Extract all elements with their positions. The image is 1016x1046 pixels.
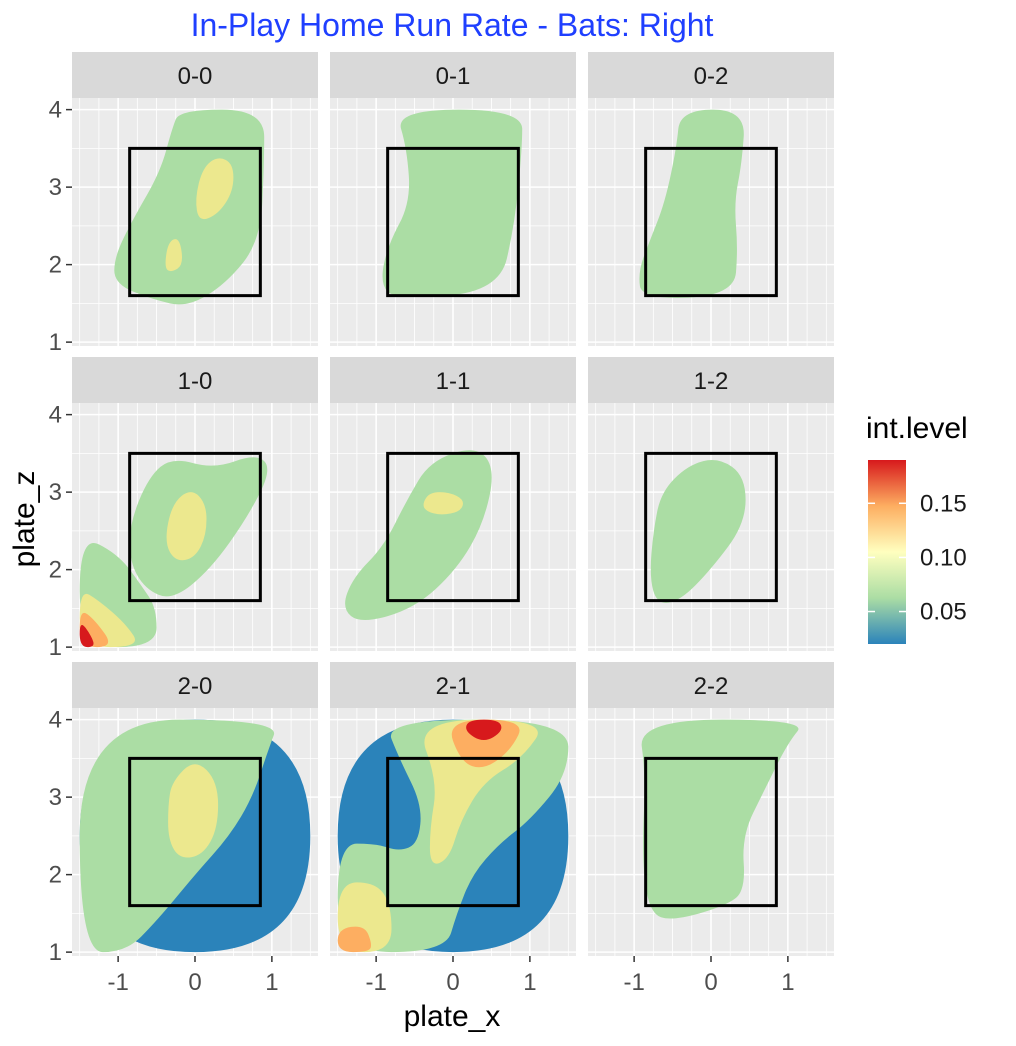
facet-panel-0-1: 0-1: [330, 52, 576, 346]
facet-strip: [330, 52, 576, 98]
y-tick-label: 3: [49, 784, 62, 811]
facet-strip: [330, 662, 576, 708]
strike-zone: [128, 451, 262, 603]
x-tick-label: 1: [265, 969, 278, 996]
y-tick-label: 2: [49, 557, 62, 584]
contour-regions: [641, 719, 799, 919]
y-tick-label: 3: [49, 479, 62, 506]
x-axis-title: plate_x: [404, 1000, 501, 1033]
facet-strip: [72, 52, 318, 98]
contour-regions: [337, 719, 569, 953]
facet-strip: [330, 357, 576, 403]
facet-panel-2-1: 2-1 -1 0 1: [330, 662, 576, 996]
y-tick-label: 1: [49, 634, 62, 661]
contour-region-l10: [423, 492, 463, 515]
contour-region-l10: [166, 492, 207, 561]
contour-region-high: [466, 719, 502, 740]
contour-regions: [639, 109, 744, 298]
contour-regions: [382, 109, 523, 297]
facet-strip-label: 2-1: [436, 673, 471, 700]
x-tick-label: 1: [523, 969, 536, 996]
facet-strip: [588, 662, 834, 708]
contour-region-l05: [650, 460, 746, 603]
contour-regions: [79, 719, 311, 953]
x-tick-label: -1: [107, 969, 128, 996]
facet-strip-label: 0-1: [436, 63, 471, 90]
strike-zone: [644, 756, 778, 908]
legend-colorbar-fill: [868, 460, 906, 644]
facet-strip-label: 1-0: [178, 368, 213, 395]
contour-region-l10: [168, 764, 219, 858]
x-tick-label: 0: [704, 969, 717, 996]
contour-region-l15: [337, 926, 372, 953]
x-tick-label: 0: [446, 969, 459, 996]
facet-panel-1-2: 1-2: [588, 357, 834, 651]
facet-panel-0-0: 0-0 1 2 3 4: [49, 52, 318, 356]
y-tick-label: 1: [49, 939, 62, 966]
facet-panel-2-2: 2-2 -1 0 1: [588, 662, 834, 996]
y-tick-label: 4: [49, 707, 62, 734]
y-tick-label: 4: [49, 402, 62, 429]
contour-region-high: [79, 624, 94, 648]
facet-strip: [72, 662, 318, 708]
panel-grid: [588, 403, 834, 651]
x-tick-label: -1: [623, 969, 644, 996]
contour-region-l05: [114, 109, 265, 305]
contour-regions: [345, 450, 492, 620]
legend: int.level 0.05 0.10 0.15: [866, 412, 968, 644]
strike-zone: [386, 146, 520, 298]
facet-strip: [588, 357, 834, 403]
facet-panel-0-2: 0-2: [588, 52, 834, 346]
y-tick-label: 4: [49, 97, 62, 124]
x-tick-label: -1: [365, 969, 386, 996]
y-tick-label: 2: [49, 862, 62, 889]
y-axis-title: plate_z: [8, 471, 41, 568]
legend-tick-label: 0.05: [920, 599, 967, 626]
contour-regions: [79, 457, 268, 648]
x-tick-label: 1: [781, 969, 794, 996]
facet-strip: [588, 52, 834, 98]
facet-strip-label: 0-0: [178, 63, 213, 90]
facet-panel-1-1: 1-1: [330, 357, 576, 651]
facet-strip-label: 1-2: [694, 368, 729, 395]
facet-strip-label: 1-1: [436, 368, 471, 395]
facet-strip-label: 2-2: [694, 673, 729, 700]
facet-strip: [72, 357, 318, 403]
legend-tick-label: 0.15: [920, 490, 967, 517]
legend-title: int.level: [866, 412, 968, 445]
facet-panel-1-0: 1-0 1 2 3 4: [49, 357, 318, 661]
facet-strip-label: 2-0: [178, 673, 213, 700]
y-tick-label: 2: [49, 252, 62, 279]
strike-zone: [386, 756, 520, 908]
contour-regions: [650, 460, 746, 603]
facet-panel-2-0: 2-0 1 2 3 4 -1 0 1: [49, 662, 318, 996]
contour-region-l05: [345, 450, 492, 620]
strike-zone: [128, 146, 262, 298]
strike-zone: [644, 146, 778, 298]
contour-region-l05: [382, 109, 523, 297]
facet-strip-label: 0-2: [694, 63, 729, 90]
y-tick-label: 1: [49, 329, 62, 356]
contour-region-l10: [165, 239, 183, 272]
strike-zone: [128, 756, 262, 908]
contour-region-l05: [641, 719, 799, 919]
contour-region-l10: [196, 158, 234, 220]
legend-tick-label: 0.10: [920, 544, 967, 571]
chart-title: In-Play Home Run Rate - Bats: Right: [191, 7, 714, 43]
contour-region-l10: [424, 719, 538, 864]
legend-colorbar: 0.05 0.10 0.15: [868, 460, 967, 644]
strike-zone: [386, 451, 520, 603]
strike-zone: [644, 451, 778, 603]
y-tick-label: 3: [49, 174, 62, 201]
contour-regions: [114, 109, 265, 305]
contour-region-l05: [639, 109, 744, 298]
x-tick-label: 0: [188, 969, 201, 996]
